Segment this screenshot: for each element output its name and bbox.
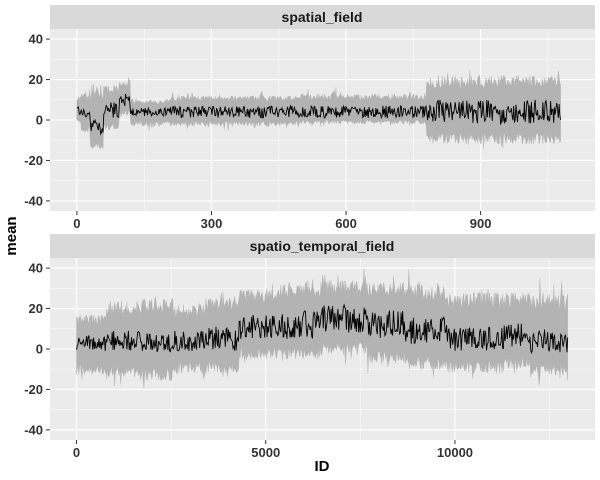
x-axis-title: ID xyxy=(315,458,330,475)
y-tick-label: 40 xyxy=(29,261,43,276)
mean-series-line xyxy=(76,303,569,355)
y-tick-label: 20 xyxy=(29,301,43,316)
y-tick-label: 0 xyxy=(36,342,43,357)
ribbon-area xyxy=(76,268,568,389)
x-tick-label: 5000 xyxy=(251,445,280,460)
x-tick-label: 10000 xyxy=(437,445,473,460)
x-axis-ticks: 0 300 600 900 xyxy=(73,211,491,231)
mean-line xyxy=(76,93,562,136)
y-tick-label: 40 xyxy=(29,32,43,47)
y-tick-label: 20 xyxy=(29,72,43,87)
mean-series-line xyxy=(76,93,562,136)
y-tick-label: -40 xyxy=(24,422,43,437)
x-tick-label: 0 xyxy=(73,216,80,231)
confidence-ribbon xyxy=(76,70,561,150)
y-axis-ticks: -40 -20 0 20 40 xyxy=(24,261,50,437)
confidence-ribbon xyxy=(76,268,568,389)
mean-line xyxy=(76,303,569,355)
strip-label-spatio-temporal-field: spatio_temporal_field xyxy=(250,238,395,254)
x-tick-label: 0 xyxy=(73,445,80,460)
y-tick-label: -20 xyxy=(24,153,43,168)
x-tick-label: 900 xyxy=(470,216,492,231)
y-tick-label: -40 xyxy=(24,193,43,208)
x-axis-ticks: 0 5000 10000 xyxy=(73,440,473,460)
y-tick-label: 0 xyxy=(36,113,43,128)
panel-spatio-temporal-field: spatio_temporal_field -40 -20 0 20 40 0 5000 1… xyxy=(24,234,595,460)
x-tick-label: 300 xyxy=(201,216,223,231)
ribbon-area xyxy=(76,70,561,150)
panel-spatial-field: spatial_field -40 -20 0 20 40 0 300 600 900 xyxy=(24,5,595,231)
y-axis-ticks: -40 -20 0 20 40 xyxy=(24,32,50,208)
y-tick-label: -20 xyxy=(24,382,43,397)
x-tick-label: 600 xyxy=(335,216,357,231)
strip-background xyxy=(50,5,595,29)
strip-label-spatial-field: spatial_field xyxy=(282,9,363,25)
strip-background xyxy=(50,234,595,258)
y-axis-title: mean xyxy=(3,216,20,255)
